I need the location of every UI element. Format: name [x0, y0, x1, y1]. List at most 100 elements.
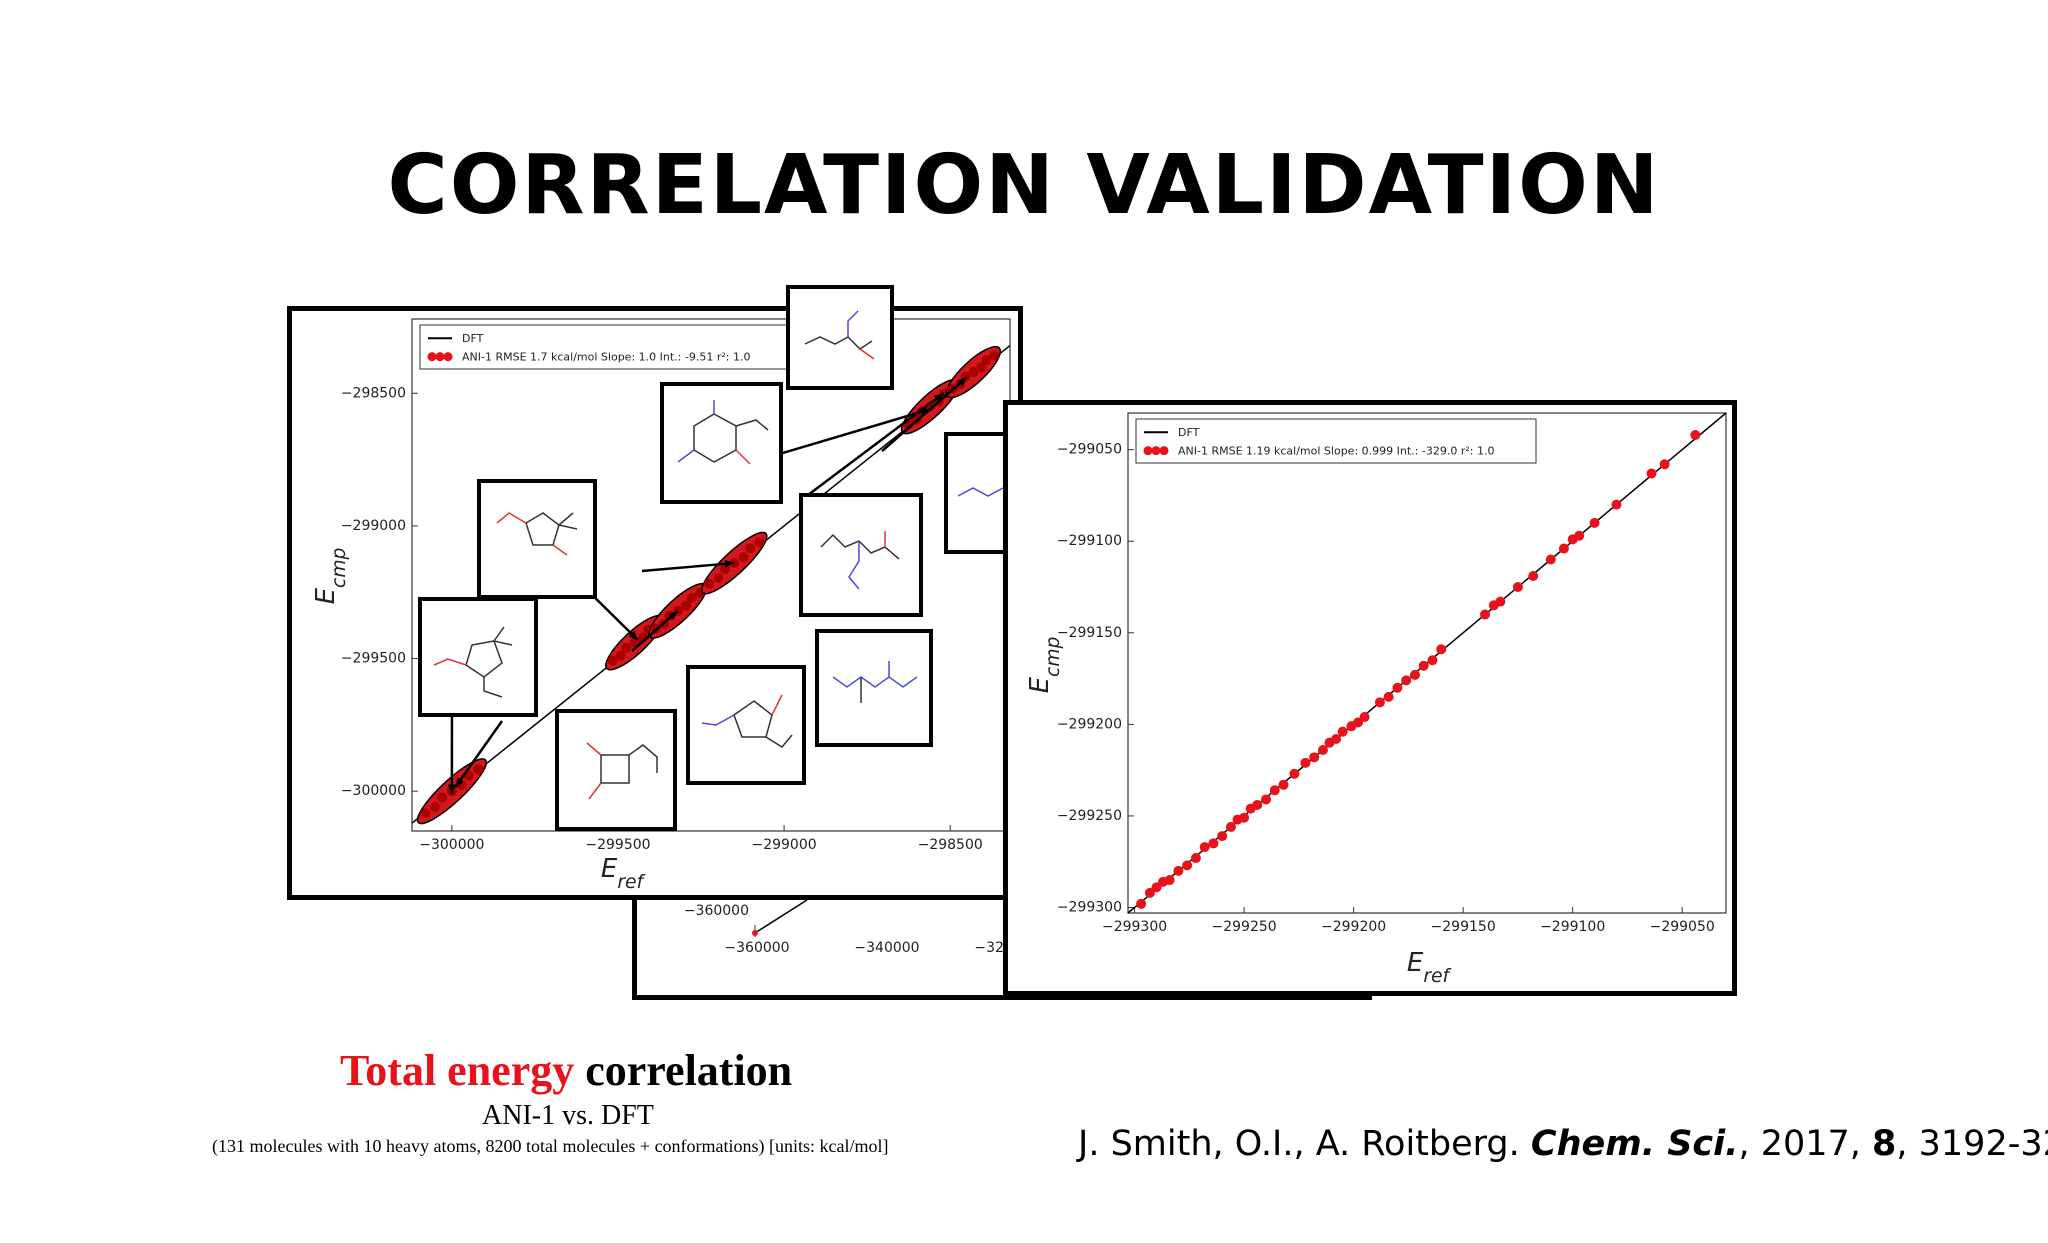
caption-title-black: correlation [585, 1046, 793, 1095]
x-axis-label: Eref [1407, 948, 1452, 987]
citation-pages: , 3192-3203 [1896, 1124, 2048, 1164]
molecule-structure-6 [418, 597, 538, 717]
caption-subtitle: ANI-1 vs. DFT [482, 1100, 654, 1131]
ani-point [615, 650, 626, 661]
ani-point [1690, 429, 1701, 440]
ani-point [607, 655, 618, 666]
ani-point [1317, 744, 1328, 755]
ani-point [1528, 571, 1539, 582]
x-tick-label: −299200 [1321, 919, 1386, 935]
legend-label-dft: DFT [462, 332, 484, 345]
citation-journal: Chem. Sci. [1530, 1124, 1739, 1164]
legend-box [419, 324, 806, 370]
ani-point [681, 600, 692, 611]
y-tick-label: −300000 [341, 783, 406, 799]
y-tick-label: −299000 [341, 518, 406, 534]
molecule-structure-7 [815, 629, 933, 747]
ani-point [738, 552, 749, 563]
x-tick-label: −360000 [724, 940, 789, 956]
ani-point [1331, 734, 1342, 745]
ani-point [437, 792, 448, 803]
x-tick-label: −299050 [1650, 919, 1715, 935]
callout-arrow [881, 376, 968, 452]
molecule-structure-1 [786, 285, 894, 390]
callout-arrowhead [455, 777, 464, 788]
x-tick-label: −340000 [854, 940, 919, 956]
ani-point [1495, 596, 1506, 607]
ani-point [989, 350, 1000, 361]
x-tick-label: −299100 [1540, 919, 1605, 935]
ani-point [1144, 887, 1155, 898]
y-tick-label: −299250 [1057, 808, 1122, 824]
callout-arrowhead [724, 559, 735, 568]
ani-point [976, 362, 987, 373]
callout-arrowhead [447, 784, 456, 794]
callout-arrow [641, 561, 735, 573]
caption-title-red: Total energy [340, 1046, 575, 1095]
citation-authors: J. Smith, O.I., A. Roitberg. [1078, 1124, 1531, 1164]
citation-year: , 2017, [1738, 1124, 1873, 1164]
ani-cluster [700, 531, 768, 595]
callout-arrowhead [668, 610, 678, 620]
molecule-structure-4 [477, 479, 597, 599]
ani-point [1659, 459, 1670, 470]
y-tick-label: −299100 [1057, 533, 1122, 549]
dft-reference-line [754, 899, 808, 934]
caption-title: Total energy correlation [340, 1045, 792, 1096]
x-tick-label: −299000 [751, 837, 816, 853]
ani-point [1136, 898, 1147, 909]
ani-point [1261, 794, 1271, 805]
y-tick-label: −298500 [341, 385, 406, 401]
y-axis-label: Ecmp [1025, 636, 1064, 693]
x-axis-label: Eref [601, 854, 646, 893]
ani-point [1239, 812, 1250, 823]
y-tick-label: −299050 [1057, 442, 1122, 458]
slide-title: CORRELATION VALIDATION [387, 138, 1661, 233]
ani-point [713, 572, 724, 583]
y-tick-label: −299500 [341, 651, 406, 667]
callout-arrow [454, 720, 504, 788]
ani-point [1225, 821, 1236, 832]
ani-point [1427, 655, 1438, 666]
ani-point [754, 537, 765, 548]
ani-point [1269, 785, 1280, 796]
ani-point [1574, 530, 1585, 541]
citation: J. Smith, O.I., A. Roitberg. Chem. Sci.,… [1078, 1124, 2048, 1164]
legend-marker [435, 352, 445, 362]
x-tick-label: −299500 [585, 837, 650, 853]
ani-point [1359, 712, 1370, 723]
ani-point [1383, 691, 1394, 702]
ani-point [1337, 726, 1348, 737]
ani-point [1545, 554, 1556, 565]
x-tick-label: −300000 [419, 837, 484, 853]
ani-point [1353, 717, 1363, 728]
ani-point [1401, 675, 1412, 686]
chart-panel-right: −299300 −299250 −299200 −299150 −299100 −2990… [1003, 400, 1737, 996]
ani-point [1217, 831, 1228, 842]
ani-point [1589, 517, 1600, 528]
ani-point [430, 801, 441, 812]
y-tick-label: −299150 [1057, 625, 1122, 641]
ani-point [473, 764, 484, 775]
y-tick-label: −360000 [684, 903, 749, 919]
ani-point [1151, 882, 1162, 893]
legend-label-ani: ANI-1 RMSE 1.7 kcal/mol Slope: 1.0 Int.:… [462, 351, 750, 364]
ani-point [704, 578, 715, 589]
ani-point [1611, 499, 1622, 510]
legend-label-ani: ANI-1 RMSE 1.19 kcal/mol Slope: 0.999 In… [1178, 445, 1494, 458]
callout-arrowhead [933, 393, 944, 402]
callout-arrowhead [957, 377, 967, 387]
legend-marker [1151, 446, 1161, 456]
ani-point [1208, 838, 1219, 849]
ani-point [968, 367, 979, 378]
ani-point [1278, 779, 1289, 790]
legend-marker [443, 352, 453, 362]
legend-marker [1159, 446, 1169, 456]
ani-point [1480, 609, 1491, 620]
legend-label-dft: DFT [1178, 426, 1200, 439]
ani-point [1164, 875, 1175, 886]
citation-volume: 8 [1872, 1124, 1897, 1164]
ani-point [621, 642, 632, 653]
y-tick-label: −299300 [1057, 900, 1122, 916]
ani-point [745, 543, 756, 554]
